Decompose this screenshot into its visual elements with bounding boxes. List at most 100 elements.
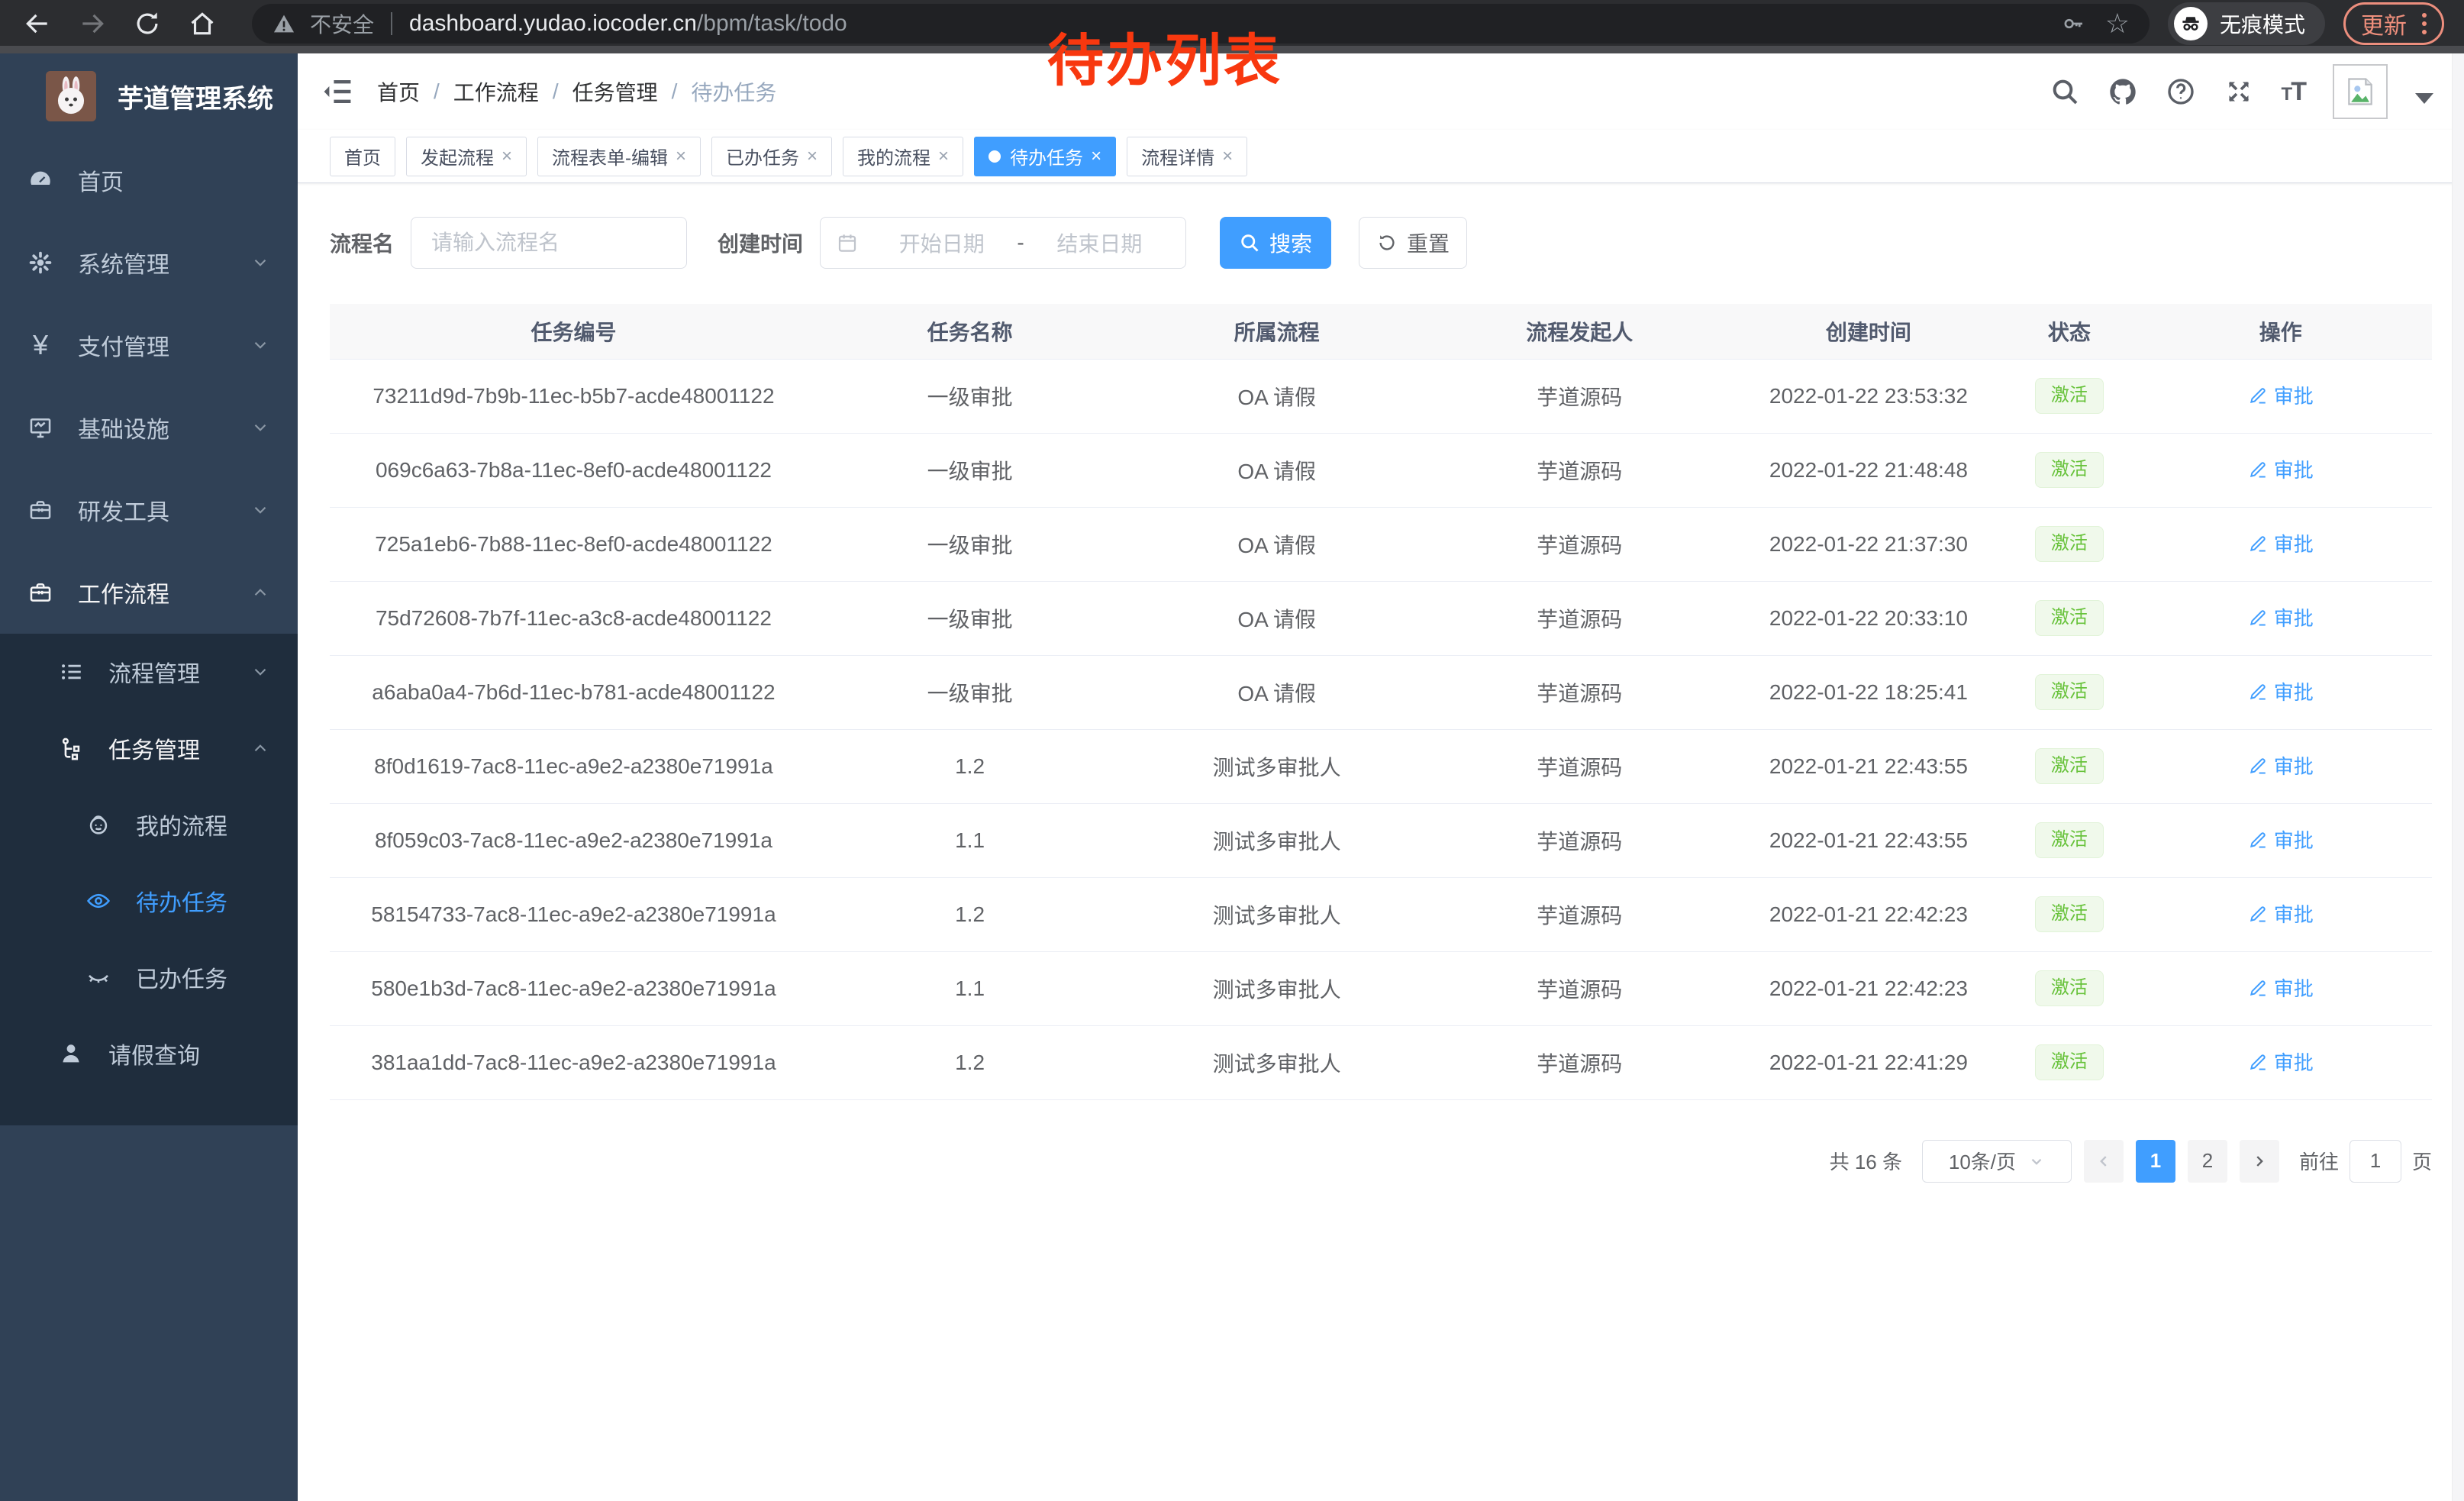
chevron-down-icon <box>254 506 266 514</box>
approve-button[interactable]: 审批 <box>2248 973 2314 1002</box>
browser-update-button[interactable]: 更新 <box>2343 2 2444 45</box>
bookmark-star-icon[interactable]: ☆ <box>2104 8 2130 39</box>
edit-icon <box>2250 758 2266 774</box>
url-bar[interactable]: 不安全 dashboard.yudao.iocoder.cn/bpm/task/… <box>252 4 2150 44</box>
close-icon[interactable]: × <box>1222 145 1234 166</box>
page-scrollbar[interactable] <box>2452 53 2464 1501</box>
sidebar-item-infrastructure[interactable]: 基础设施 <box>0 386 298 469</box>
sidebar-item-todo-tasks[interactable]: 待办任务 <box>0 863 298 939</box>
sidebar-item-process-mgmt[interactable]: 流程管理 <box>0 634 298 710</box>
tab-todo-tasks[interactable]: 待办任务 × <box>974 136 1117 176</box>
table-row: 58154733-7ac8-11ec-a9e2-a2380e71991a 1.2 测… <box>330 877 2432 952</box>
page-button-2[interactable]: 2 <box>2187 1139 2227 1183</box>
tab-form-edit[interactable]: 流程表单-编辑 × <box>537 136 701 176</box>
prev-page-button[interactable] <box>2083 1139 2124 1183</box>
browser-menu-icon[interactable] <box>2422 13 2427 34</box>
sidebar-item-label: 我的流程 <box>136 815 227 840</box>
warning-icon <box>273 15 295 33</box>
sidebar-item-system[interactable]: 系统管理 <box>0 221 298 304</box>
close-icon[interactable]: × <box>807 145 818 166</box>
sidebar-item-task-mgmt[interactable]: 任务管理 <box>0 710 298 786</box>
close-icon[interactable]: × <box>502 145 513 166</box>
page-size-select[interactable]: 10条/页 <box>1921 1139 2072 1183</box>
col-status: 状态 <box>2009 304 2130 360</box>
close-icon[interactable]: × <box>1091 145 1102 166</box>
search-icon <box>1241 234 1259 252</box>
github-icon[interactable] <box>2108 76 2138 107</box>
security-label[interactable]: 不安全 <box>310 13 375 37</box>
tab-process-detail[interactable]: 流程详情 × <box>1127 136 1248 176</box>
page-button-1[interactable]: 1 <box>2135 1139 2175 1183</box>
font-size-icon[interactable]: TT <box>2281 76 2307 106</box>
date-range-picker[interactable]: 开始日期 - 结束日期 <box>820 217 1187 269</box>
forward-icon[interactable] <box>78 9 107 38</box>
reload-icon[interactable] <box>133 9 162 38</box>
tab-my-process[interactable]: 我的流程 × <box>843 136 964 176</box>
app-frame: 芋道管理系统 首页 系统管理 ¥ 支付管理 基础设施 研发工具 <box>0 53 2464 1501</box>
approve-button[interactable]: 审批 <box>2248 899 2314 928</box>
approve-button[interactable]: 审批 <box>2248 825 2314 854</box>
table-row: 381aa1dd-7ac8-11ec-a9e2-a2380e71991a 1.2 测… <box>330 1025 2432 1100</box>
close-icon[interactable]: × <box>938 145 950 166</box>
tags-view-bar: 首页 发起流程 × 流程表单-编辑 × 已办任务 × 我的流程 × 待办任务 × 流程详情… <box>298 130 2464 183</box>
chevron-down-icon <box>254 259 266 266</box>
sidebar-item-my-process[interactable]: 我的流程 <box>0 786 298 863</box>
reset-button[interactable]: 重置 <box>1359 217 1468 269</box>
app-title: 芋道管理系统 <box>118 84 273 114</box>
approve-button[interactable]: 审批 <box>2248 381 2314 409</box>
close-icon[interactable]: × <box>676 145 687 166</box>
sidebar-item-label: 任务管理 <box>108 738 200 763</box>
next-page-button[interactable] <box>2239 1139 2279 1183</box>
approve-button[interactable]: 审批 <box>2248 1047 2314 1076</box>
start-date-placeholder[interactable]: 开始日期 <box>898 232 985 256</box>
end-date-placeholder[interactable]: 结束日期 <box>1056 232 1143 256</box>
search-button[interactable]: 搜索 <box>1220 217 1332 269</box>
status-badge: 激活 <box>2034 1044 2104 1080</box>
status-badge: 激活 <box>2034 526 2104 562</box>
browser-toolbar: 不安全 dashboard.yudao.iocoder.cn/bpm/task/… <box>0 0 2464 53</box>
sidebar-item-done-tasks[interactable]: 已办任务 <box>0 939 298 1015</box>
approve-button[interactable]: 审批 <box>2248 529 2314 557</box>
sidebar-item-devtools[interactable]: 研发工具 <box>0 469 298 551</box>
incognito-badge: 无痕模式 <box>2167 2 2325 45</box>
approve-button[interactable]: 审批 <box>2248 455 2314 483</box>
breadcrumb-item-workflow[interactable]: 工作流程 <box>453 81 539 105</box>
person-icon <box>63 1044 79 1063</box>
status-badge: 激活 <box>2034 378 2104 414</box>
update-label[interactable]: 更新 <box>2361 14 2407 39</box>
home-icon[interactable] <box>188 9 217 38</box>
yen-icon: ¥ <box>32 329 49 360</box>
goto-page-input[interactable] <box>2349 1139 2401 1183</box>
col-created: 创建时间 <box>1727 304 2010 360</box>
status-badge: 激活 <box>2034 822 2104 858</box>
sidebar-item-workflow[interactable]: 工作流程 <box>0 551 298 634</box>
sidebar-item-label: 研发工具 <box>78 500 169 525</box>
chevron-down-icon <box>254 668 266 676</box>
breadcrumb-item-task-mgmt[interactable]: 任务管理 <box>572 81 658 105</box>
tab-done-tasks[interactable]: 已办任务 × <box>711 136 833 176</box>
breadcrumb-item-current: 待办任务 <box>691 81 777 105</box>
approve-button[interactable]: 审批 <box>2248 603 2314 631</box>
approve-button[interactable]: 审批 <box>2248 677 2314 705</box>
goto-suffix: 页 <box>2411 1151 2432 1173</box>
status-badge: 激活 <box>2034 452 2104 488</box>
back-icon[interactable] <box>23 9 52 38</box>
sidebar-collapse-icon[interactable] <box>321 75 354 108</box>
help-icon[interactable] <box>2166 76 2196 107</box>
edit-icon <box>2250 462 2266 478</box>
key-icon[interactable] <box>2061 11 2085 36</box>
sidebar-item-payment[interactable]: ¥ 支付管理 <box>0 304 298 386</box>
sidebar: 芋道管理系统 首页 系统管理 ¥ 支付管理 基础设施 研发工具 <box>0 53 298 1501</box>
process-name-input[interactable] <box>411 217 688 269</box>
sidebar-logo[interactable]: 芋道管理系统 <box>0 53 298 139</box>
tab-start-process[interactable]: 发起流程 × <box>406 136 527 176</box>
avatar[interactable] <box>2333 64 2388 119</box>
fullscreen-icon[interactable] <box>2224 76 2254 107</box>
tab-home[interactable]: 首页 <box>330 136 395 176</box>
approve-button[interactable]: 审批 <box>2248 751 2314 780</box>
sidebar-item-home[interactable]: 首页 <box>0 139 298 221</box>
search-icon[interactable] <box>2050 76 2080 107</box>
caret-down-icon[interactable] <box>2415 93 2433 104</box>
sidebar-item-leave-query[interactable]: 请假查询 <box>0 1015 298 1092</box>
breadcrumb-item-home[interactable]: 首页 <box>377 81 421 105</box>
